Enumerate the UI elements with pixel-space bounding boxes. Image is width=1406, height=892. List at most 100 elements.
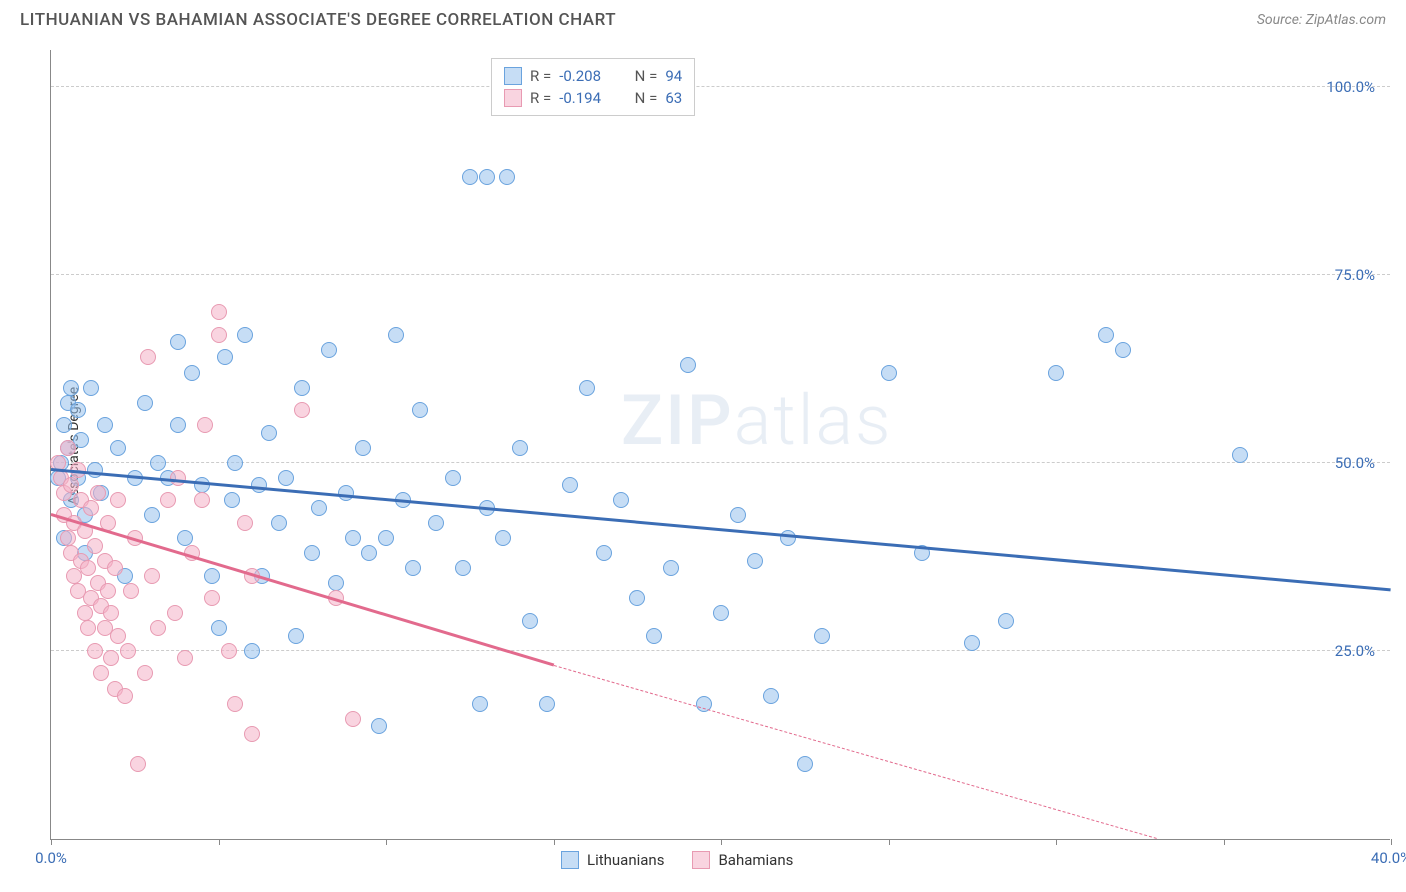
scatter-point (522, 613, 538, 629)
scatter-point (763, 688, 779, 704)
scatter-point (204, 590, 220, 606)
scatter-point (629, 590, 645, 606)
scatter-point (150, 455, 166, 471)
scatter-point (110, 492, 126, 508)
series-legend-label: Lithuanians (587, 851, 664, 869)
scatter-point (140, 349, 156, 365)
x-tick (219, 839, 220, 845)
scatter-point (167, 605, 183, 621)
scatter-point (338, 485, 354, 501)
scatter-point (63, 380, 79, 396)
scatter-point (130, 756, 146, 772)
x-tick (1391, 839, 1392, 845)
scatter-point (797, 756, 813, 772)
scatter-point (345, 711, 361, 727)
scatter-point (814, 628, 830, 644)
scatter-point (1232, 447, 1248, 463)
x-tick (1224, 839, 1225, 845)
scatter-point (63, 477, 79, 493)
y-tick-label: 75.0% (1335, 266, 1375, 284)
scatter-point (177, 530, 193, 546)
scatter-point (204, 568, 220, 584)
y-tick-label: 50.0% (1335, 454, 1375, 472)
scatter-point (244, 643, 260, 659)
series-legend-label: Bahamians (718, 851, 793, 869)
scatter-point (184, 365, 200, 381)
grid-line (51, 274, 1390, 275)
scatter-point (107, 560, 123, 576)
scatter-point (170, 417, 186, 433)
scatter-point (80, 620, 96, 636)
scatter-point (713, 605, 729, 621)
scatter-point (512, 440, 528, 456)
scatter-point (388, 327, 404, 343)
scatter-point (663, 560, 679, 576)
series-legend-item: Bahamians (692, 851, 793, 869)
scatter-point (288, 628, 304, 644)
scatter-point (97, 417, 113, 433)
scatter-point (412, 402, 428, 418)
scatter-point (224, 492, 240, 508)
scatter-point (77, 605, 93, 621)
scatter-point (361, 545, 377, 561)
scatter-point (730, 507, 746, 523)
legend-swatch (504, 67, 522, 85)
x-tick (51, 839, 52, 845)
scatter-point (495, 530, 511, 546)
x-tick (889, 839, 890, 845)
scatter-point (60, 440, 76, 456)
y-tick-label: 25.0% (1335, 642, 1375, 660)
scatter-point (462, 169, 478, 185)
correlation-legend: R = -0.208 N = 94R = -0.194 N = 63 (491, 58, 695, 116)
x-tick (554, 839, 555, 845)
scatter-point (170, 334, 186, 350)
scatter-point (60, 530, 76, 546)
scatter-point (278, 470, 294, 486)
grid-line (51, 462, 1390, 463)
scatter-point (87, 643, 103, 659)
scatter-point (964, 635, 980, 651)
scatter-point (194, 477, 210, 493)
scatter-point (87, 538, 103, 554)
scatter-point (137, 665, 153, 681)
scatter-point (1098, 327, 1114, 343)
scatter-point (881, 365, 897, 381)
scatter-point (56, 417, 72, 433)
scatter-point (244, 726, 260, 742)
scatter-point (294, 380, 310, 396)
chart-title: LITHUANIAN VS BAHAMIAN ASSOCIATE'S DEGRE… (20, 10, 616, 30)
scatter-point (428, 515, 444, 531)
scatter-point (237, 515, 253, 531)
chart-source: Source: ZipAtlas.com (1257, 12, 1386, 28)
scatter-point (83, 380, 99, 396)
scatter-point (211, 304, 227, 320)
scatter-point (499, 169, 515, 185)
scatter-point (211, 327, 227, 343)
scatter-point (83, 500, 99, 516)
scatter-point (405, 560, 421, 576)
scatter-point (472, 696, 488, 712)
scatter-point (539, 696, 555, 712)
scatter-point (150, 620, 166, 636)
scatter-point (110, 440, 126, 456)
scatter-point (221, 643, 237, 659)
scatter-point (211, 620, 227, 636)
scatter-point (271, 515, 287, 531)
stat-r-label: R = (530, 89, 551, 107)
scatter-point (646, 628, 662, 644)
scatter-point (562, 477, 578, 493)
stat-r-label: R = (530, 67, 551, 85)
scatter-point (227, 696, 243, 712)
series-legend: Lithuanians Bahamians (561, 851, 793, 869)
legend-swatch (692, 851, 710, 869)
scatter-point (103, 605, 119, 621)
scatter-point (378, 530, 394, 546)
scatter-point (100, 583, 116, 599)
scatter-point (294, 402, 310, 418)
x-tick-label-min: 0.0% (35, 849, 67, 867)
scatter-point (87, 462, 103, 478)
scatter-point (237, 327, 253, 343)
chart-header: LITHUANIAN VS BAHAMIAN ASSOCIATE'S DEGRE… (0, 0, 1406, 36)
scatter-point (1048, 365, 1064, 381)
chart-plot-area: ZIPatlas 25.0%50.0%75.0%100.0%0.0%40.0%R… (50, 50, 1390, 840)
